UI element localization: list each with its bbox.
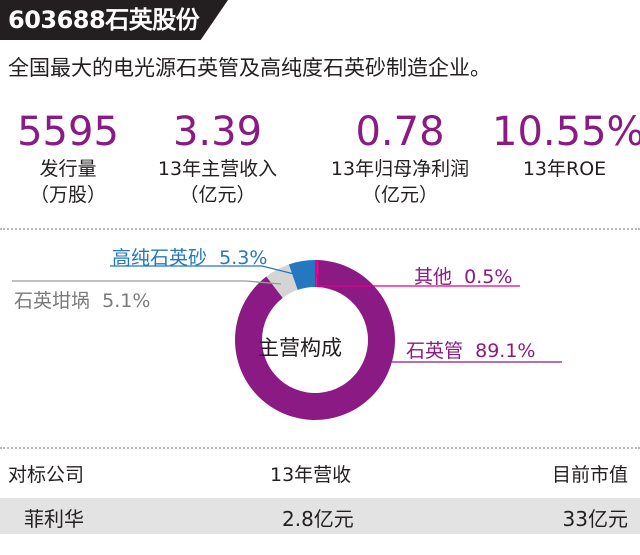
revenue-composition-donut-chart — [12, 260, 562, 420]
slice-label-quartz-tube: 石英管 89.1% — [406, 336, 535, 363]
leader-line-crucible — [245, 280, 282, 285]
kpi-value: 10.55% — [492, 109, 640, 155]
kpi-label: 13年主营收入 （亿元） — [157, 158, 278, 206]
table-header-company: 对标公司 — [8, 464, 85, 486]
kpi-net-profit: 0.78 13年归母净利润 （亿元） — [310, 108, 490, 208]
divider-top — [0, 228, 640, 230]
table-header-market-cap: 目前市值 — [551, 464, 628, 486]
kpi-revenue: 3.39 13年主营收入 （亿元） — [140, 108, 295, 208]
donut-center-label: 主营构成 — [258, 336, 342, 360]
stock-title: 603688石英股份 — [0, 0, 228, 40]
leader-line-high-purity-sand — [261, 265, 299, 276]
slice-value: 5.3% — [219, 247, 268, 269]
kpi-roe: 10.55% 13年ROE — [492, 108, 640, 182]
kpi-value: 5595 — [17, 109, 119, 155]
slice-name: 石英坩埚 — [14, 290, 91, 312]
table-cell-revenue: 2.8亿元 — [282, 507, 354, 531]
slice-label-other: 其他 0.5% — [414, 262, 512, 289]
slice-name: 其他 — [414, 266, 453, 288]
donut-slice-crucible — [288, 260, 315, 290]
slice-value: 5.1% — [102, 290, 151, 312]
kpi-label: 13年ROE — [522, 158, 607, 180]
table-cell-company: 菲利华 — [24, 507, 84, 531]
kpi-value: 3.39 — [172, 109, 263, 155]
slice-name: 石英管 — [406, 340, 464, 362]
table-cell-market-cap: 33亿元 — [562, 507, 628, 531]
company-description: 全国最大的电光源石英管及高纯度石英砂制造企业。 — [8, 56, 491, 80]
donut-slice-high-purity-sand — [315, 260, 318, 288]
donut-slice-other — [234, 260, 395, 420]
slice-name: 高纯石英砂 — [112, 247, 208, 269]
divider-bottom — [0, 447, 640, 449]
slice-value: 0.5% — [464, 266, 513, 288]
table-header-revenue: 13年营收 — [270, 464, 352, 486]
kpi-value: 0.78 — [355, 109, 445, 155]
kpi-label: 发行量 （万股） — [29, 158, 106, 206]
kpi-label: 13年归母净利润 （亿元） — [330, 158, 470, 206]
kpi-issue-volume: 5595 发行量 （万股） — [8, 108, 128, 208]
slice-label-high-purity-sand: 高纯石英砂 5.3% — [112, 243, 267, 270]
table-row — [0, 498, 640, 534]
slice-label-crucible: 石英坩埚 5.1% — [14, 286, 150, 313]
slice-value: 89.1% — [475, 340, 536, 362]
